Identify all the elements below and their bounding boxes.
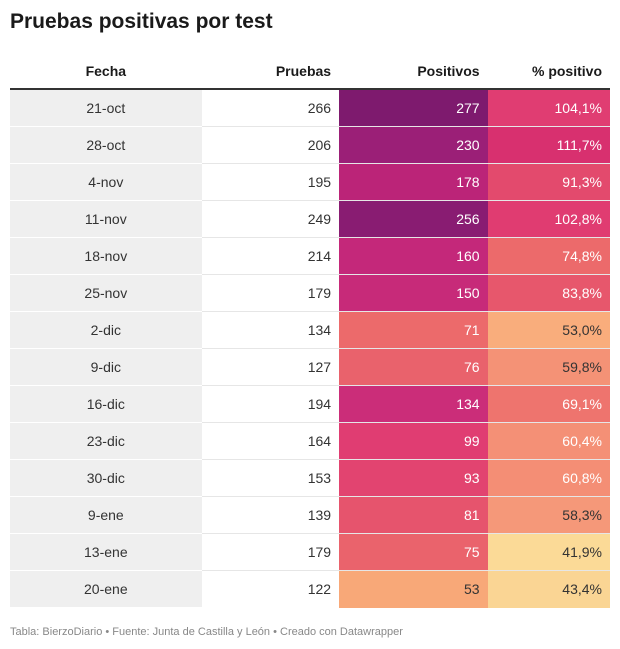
cell-fecha: 2-dic — [10, 311, 202, 349]
cell-pruebas: 214 — [201, 237, 340, 275]
cell-pct-positivo: 60,4% — [487, 422, 610, 460]
table-row: 25-nov 179 150 83,8% — [10, 274, 610, 312]
table-row: 20-ene 122 53 43,4% — [10, 570, 610, 608]
cell-pruebas: 206 — [201, 126, 340, 164]
header-positivos[interactable]: Positivos — [339, 54, 488, 90]
table-row: 30-dic 153 93 60,8% — [10, 459, 610, 497]
cell-pruebas: 139 — [201, 496, 340, 534]
table-body: 21-oct 266 277 104,1% 28-oct 206 230 111,7% 4-no… — [10, 89, 610, 608]
cell-fecha: 25-nov — [10, 274, 202, 312]
chart-title: Pruebas positivas por test — [10, 10, 273, 33]
table-row: 11-nov 249 256 102,8% — [10, 200, 610, 238]
table-row: 9-dic 127 76 59,8% — [10, 348, 610, 386]
cell-pct-positivo: 58,3% — [487, 496, 610, 534]
cell-pct-positivo: 83,8% — [487, 274, 610, 312]
cell-pct-positivo: 91,3% — [487, 163, 610, 201]
cell-fecha: 30-dic — [10, 459, 202, 497]
cell-positivos: 256 — [339, 200, 488, 238]
table-row: 21-oct 266 277 104,1% — [10, 89, 610, 127]
cell-pruebas: 134 — [201, 311, 340, 349]
cell-pruebas: 164 — [201, 422, 340, 460]
table-row: 9-ene 139 81 58,3% — [10, 496, 610, 534]
cell-fecha: 9-ene — [10, 496, 202, 534]
cell-positivos: 160 — [339, 237, 488, 275]
cell-positivos: 277 — [339, 89, 488, 127]
cell-positivos: 81 — [339, 496, 488, 534]
cell-positivos: 134 — [339, 385, 488, 423]
cell-pct-positivo: 43,4% — [487, 570, 610, 608]
header-pct-positivo[interactable]: % positivo — [487, 54, 610, 90]
cell-pruebas: 179 — [201, 533, 340, 571]
cell-fecha: 20-ene — [10, 570, 202, 608]
cell-fecha: 9-dic — [10, 348, 202, 386]
table-header-row: Fecha Pruebas Positivos % positivo — [10, 54, 610, 90]
cell-pruebas: 127 — [201, 348, 340, 386]
cell-pct-positivo: 102,8% — [487, 200, 610, 238]
cell-pruebas: 122 — [307, 581, 332, 598]
cell-fecha: 11-nov — [10, 200, 202, 238]
cell-pct-positivo: 41,9% — [487, 533, 610, 571]
cell-fecha: 21-oct — [10, 89, 202, 127]
table-row: 13-ene 179 75 41,9% — [10, 533, 610, 571]
header-pruebas[interactable]: Pruebas — [201, 54, 340, 90]
cell-positivos: 99 — [339, 422, 488, 460]
cell-pct-positivo: 69,1% — [487, 385, 610, 423]
source-footer: Tabla: BierzoDiario • Fuente: Junta de C… — [10, 626, 403, 638]
table-row: 23-dic 164 99 60,4% — [10, 422, 610, 460]
cell-positivos: 230 — [339, 126, 488, 164]
cell-positivos: 71 — [339, 311, 488, 349]
cell-fecha: 23-dic — [10, 422, 202, 460]
table-row: 4-nov 195 178 91,3% — [10, 163, 610, 201]
cell-positivos: 75 — [339, 533, 488, 571]
header-fecha[interactable]: Fecha — [10, 54, 202, 90]
cell-positivos: 76 — [339, 348, 488, 386]
cell-pruebas: 266 — [201, 89, 340, 127]
cell-pruebas: 179 — [201, 274, 340, 312]
cell-pct-positivo: 60,8% — [487, 459, 610, 497]
cell-pruebas: 153 — [201, 459, 340, 497]
data-table: Fecha Pruebas Positivos % positivo 21-oc… — [10, 54, 610, 608]
cell-pct-positivo: 74,8% — [487, 237, 610, 275]
cell-fecha: 4-nov — [10, 163, 202, 201]
cell-pruebas: 249 — [201, 200, 340, 238]
cell-positivos: 93 — [339, 459, 488, 497]
cell-positivos: 178 — [339, 163, 488, 201]
cell-pct-positivo: 53,0% — [487, 311, 610, 349]
cell-pct-positivo: 104,1% — [487, 89, 610, 127]
cell-fecha: 13-ene — [10, 533, 202, 571]
table-row: 28-oct 206 230 111,7% — [10, 126, 610, 164]
cell-pruebas: 194 — [201, 385, 340, 423]
cell-pct-positivo: 111,7% — [487, 126, 610, 164]
cell-positivos: 150 — [339, 274, 488, 312]
cell-fecha: 16-dic — [10, 385, 202, 423]
cell-positivos: 53 — [339, 570, 488, 608]
table-row: 16-dic 194 134 69,1% — [10, 385, 610, 423]
cell-fecha: 28-oct — [10, 126, 202, 164]
table-row: 18-nov 214 160 74,8% — [10, 237, 610, 275]
cell-pruebas: 195 — [201, 163, 340, 201]
cell-pct-positivo: 59,8% — [487, 348, 610, 386]
table-row: 2-dic 134 71 53,0% — [10, 311, 610, 349]
cell-fecha: 18-nov — [10, 237, 202, 275]
